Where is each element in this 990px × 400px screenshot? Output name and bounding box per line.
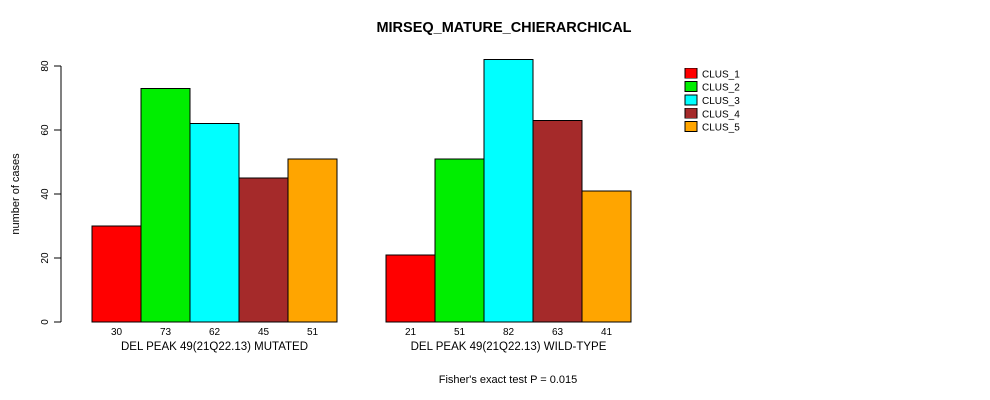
bar-value-label: 73 [160,327,172,338]
bar-value-label: 45 [258,327,270,338]
legend: CLUS_1 CLUS_2 CLUS_3 CLUS_4 CLUS_5 [684,67,740,134]
legend-label: CLUS_5 [702,123,740,134]
bar-value-label: 41 [601,327,613,338]
legend-swatch-clus_5 [684,121,698,133]
legend-swatch-clus_1 [684,67,698,79]
legend-swatch-clus_3 [684,94,698,106]
chart-title: MIRSEQ_MATURE_CHIERARCHICAL [376,20,631,36]
y-tick-label: 20 [40,252,51,264]
y-axis: 0 20 40 60 80 number of cases [10,60,62,325]
bar-group2-clus_3 [483,59,534,323]
legend-swatch-clus_2 [684,81,698,93]
bar-group1-clus_1 [91,225,142,323]
bar-value-labels: 30 73 62 45 51 21 51 82 63 41 [111,327,613,338]
bar-group2-clus_5 [581,190,632,323]
y-tick-label: 60 [40,124,51,136]
legend-label: CLUS_3 [702,96,740,107]
bar-group1-clus_2 [140,87,191,323]
bar-value-label: 51 [307,327,319,338]
bar-value-label: 63 [552,327,564,338]
bar-group1-clus_5 [287,158,338,323]
legend-label: CLUS_4 [702,109,740,120]
bar-group1-clus_3 [189,123,240,323]
caption-fishers-test: Fisher's exact test P = 0.015 [439,374,578,386]
y-tick-label: 80 [40,60,51,72]
group-label: DEL PEAK 49(21Q22.13) MUTATED [121,341,308,353]
y-tick-label: 0 [40,319,51,325]
legend-swatch-clus_4 [684,107,698,119]
bar-series [91,59,632,323]
bar-value-label: 51 [454,327,466,338]
bar-group1-clus_4 [238,177,289,323]
group-label: DEL PEAK 49(21Q22.13) WILD-TYPE [411,341,607,353]
bar-group2-clus_2 [434,158,485,323]
y-tick-label: 40 [40,188,51,200]
bar-value-label: 30 [111,327,123,338]
bar-value-label: 62 [209,327,221,338]
legend-label: CLUS_2 [702,83,740,94]
group-axis-labels: DEL PEAK 49(21Q22.13) MUTATED DEL PEAK 49… [121,341,607,353]
bar-group2-clus_4 [532,119,583,323]
y-axis-title: number of cases [10,153,22,235]
bar-group2-clus_1 [385,254,436,323]
bar-value-label: 82 [503,327,515,338]
bar-value-label: 21 [405,327,417,338]
legend-label: CLUS_1 [702,69,740,80]
